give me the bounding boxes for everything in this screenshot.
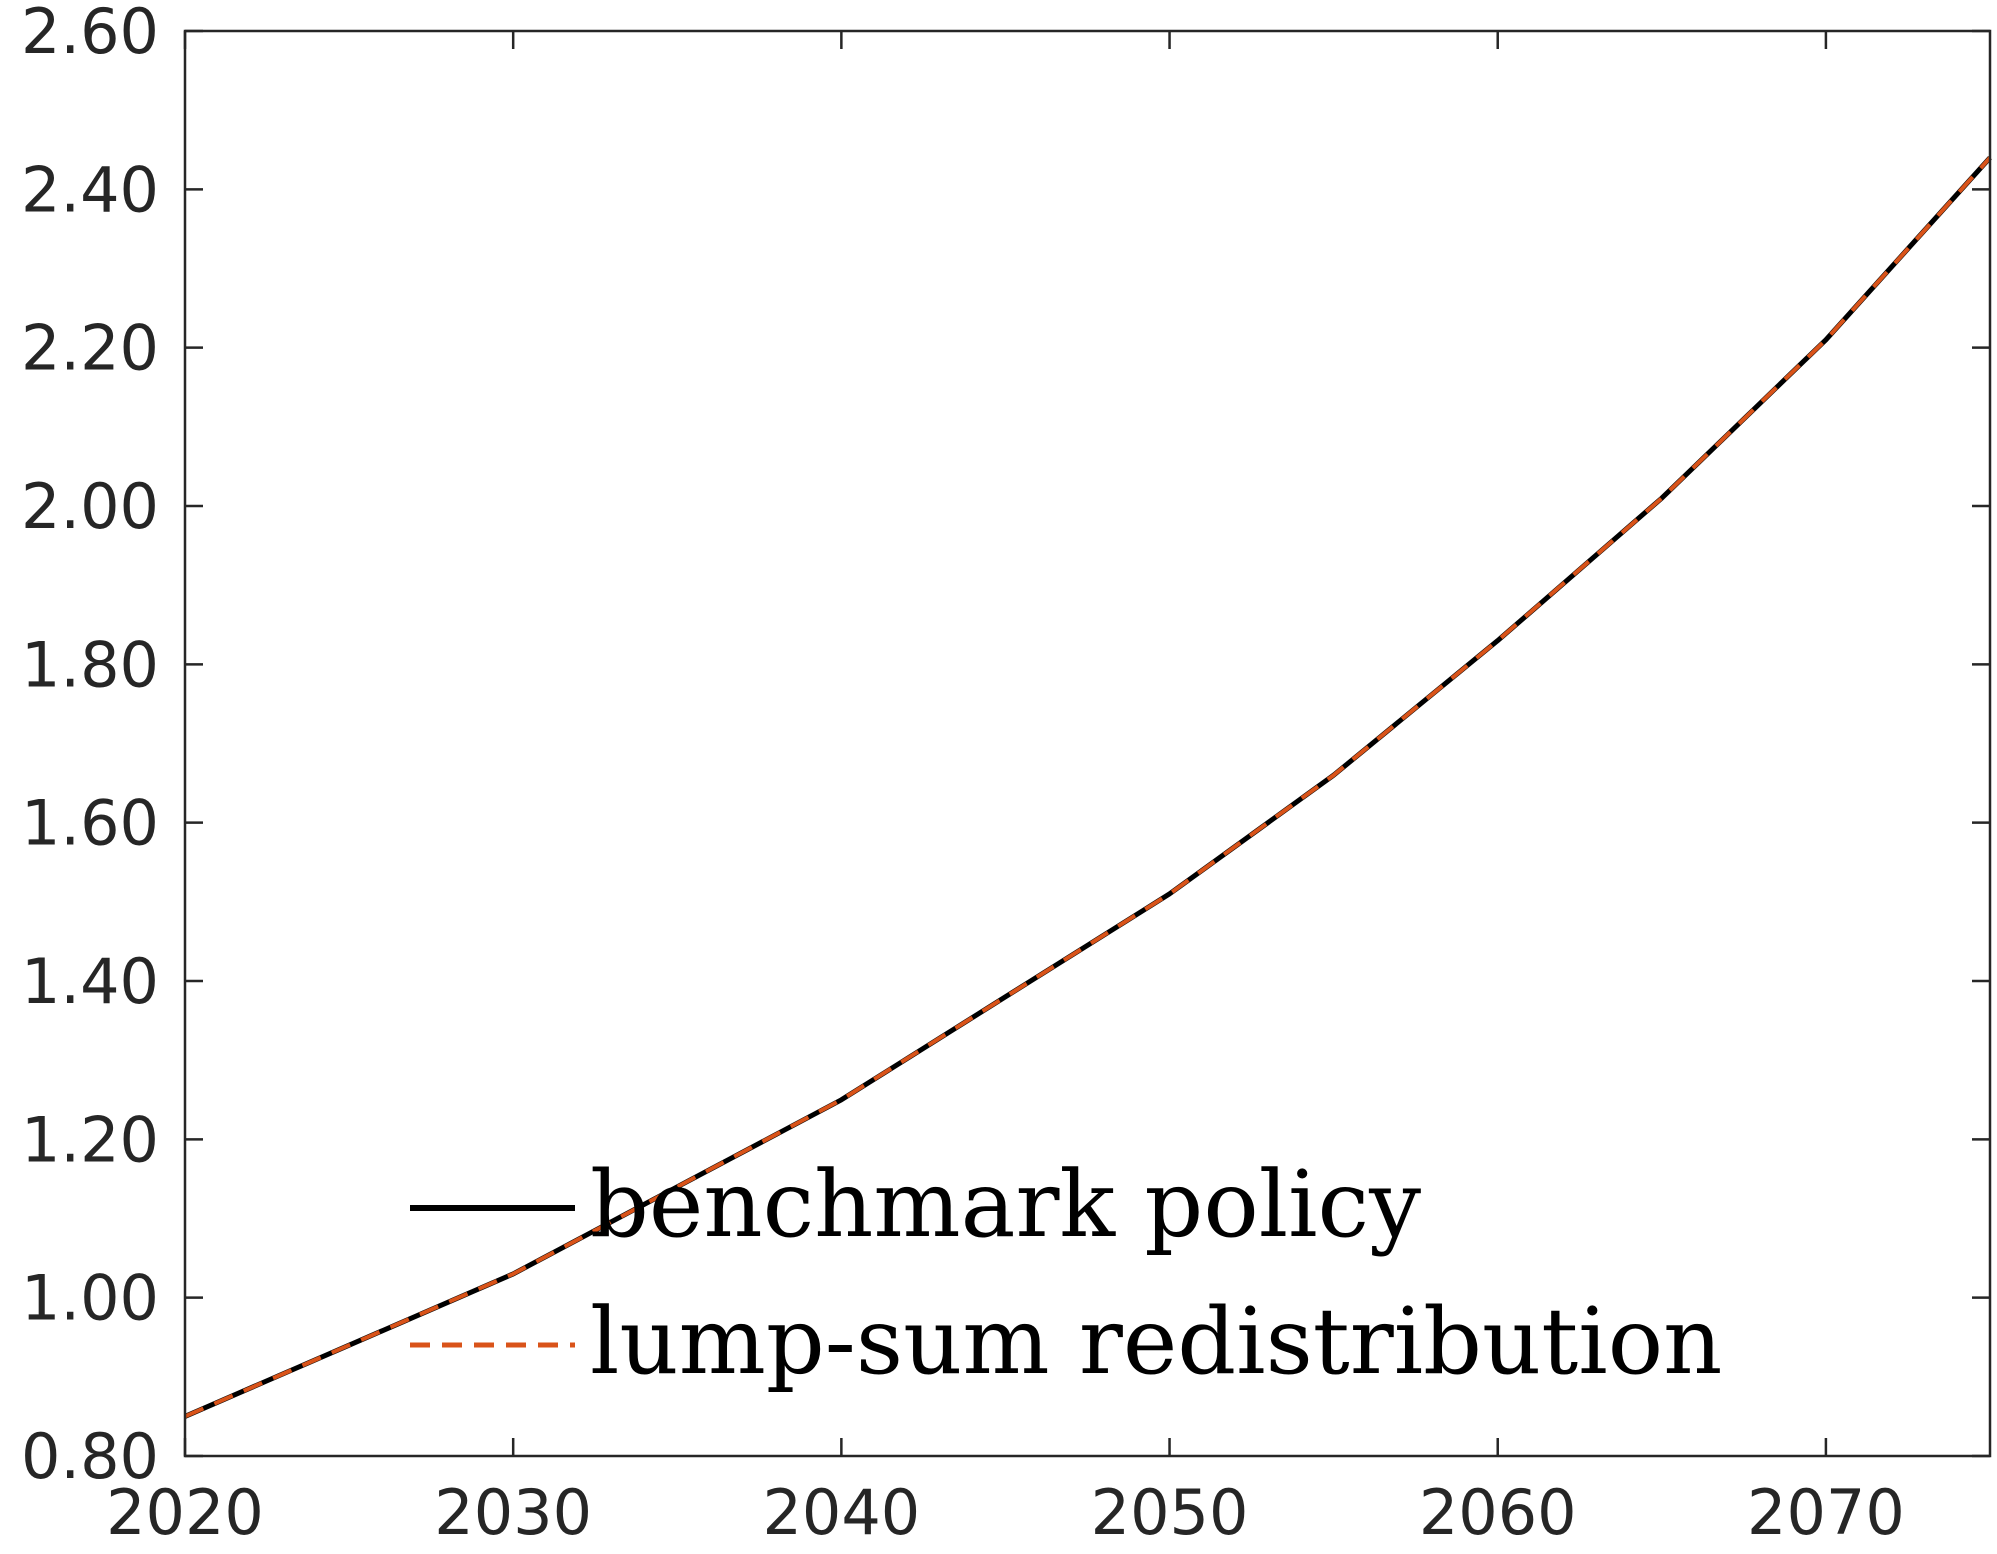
legend-label-lump-sum-redistribution: lump-sum redistribution — [590, 1288, 1722, 1395]
x-tick-label: 2040 — [762, 1476, 920, 1549]
series-lines — [184, 156, 1992, 1419]
x-axis-tick-labels: 2020 2030 2040 2050 2060 2070 — [106, 1476, 1905, 1549]
y-tick-label: 1.20 — [21, 1103, 159, 1176]
y-tick-label: 1.60 — [21, 787, 159, 860]
x-tick-label: 2070 — [1747, 1476, 1905, 1549]
y-tick-label: 0.80 — [21, 1420, 159, 1493]
y-tick-label: 1.40 — [21, 945, 159, 1018]
x-tick-label: 2060 — [1419, 1476, 1577, 1549]
y-tick-label: 2.00 — [21, 470, 159, 543]
legend-label-benchmark-policy: benchmark policy — [590, 1151, 1421, 1258]
y-tick-label: 2.20 — [21, 312, 159, 385]
x-tick-label: 2030 — [434, 1476, 592, 1549]
y-tick-label: 2.60 — [21, 0, 159, 68]
legend: benchmark policy lump-sum redistribution — [410, 1151, 1722, 1395]
y-axis-tick-labels: 0.80 1.00 1.20 1.40 1.60 1.80 2.00 2.20 2.40 2.60 — [21, 0, 159, 1493]
y-tick-label: 1.80 — [21, 628, 159, 701]
series-line-lump-sum-redistribution — [184, 156, 1992, 1419]
y-tick-label: 1.00 — [21, 1262, 159, 1335]
x-tick-label: 2050 — [1091, 1476, 1249, 1549]
y-tick-label: 2.40 — [21, 153, 159, 226]
plot-area-frame — [183, 29, 1992, 1458]
x-tick-label: 2020 — [106, 1476, 264, 1549]
